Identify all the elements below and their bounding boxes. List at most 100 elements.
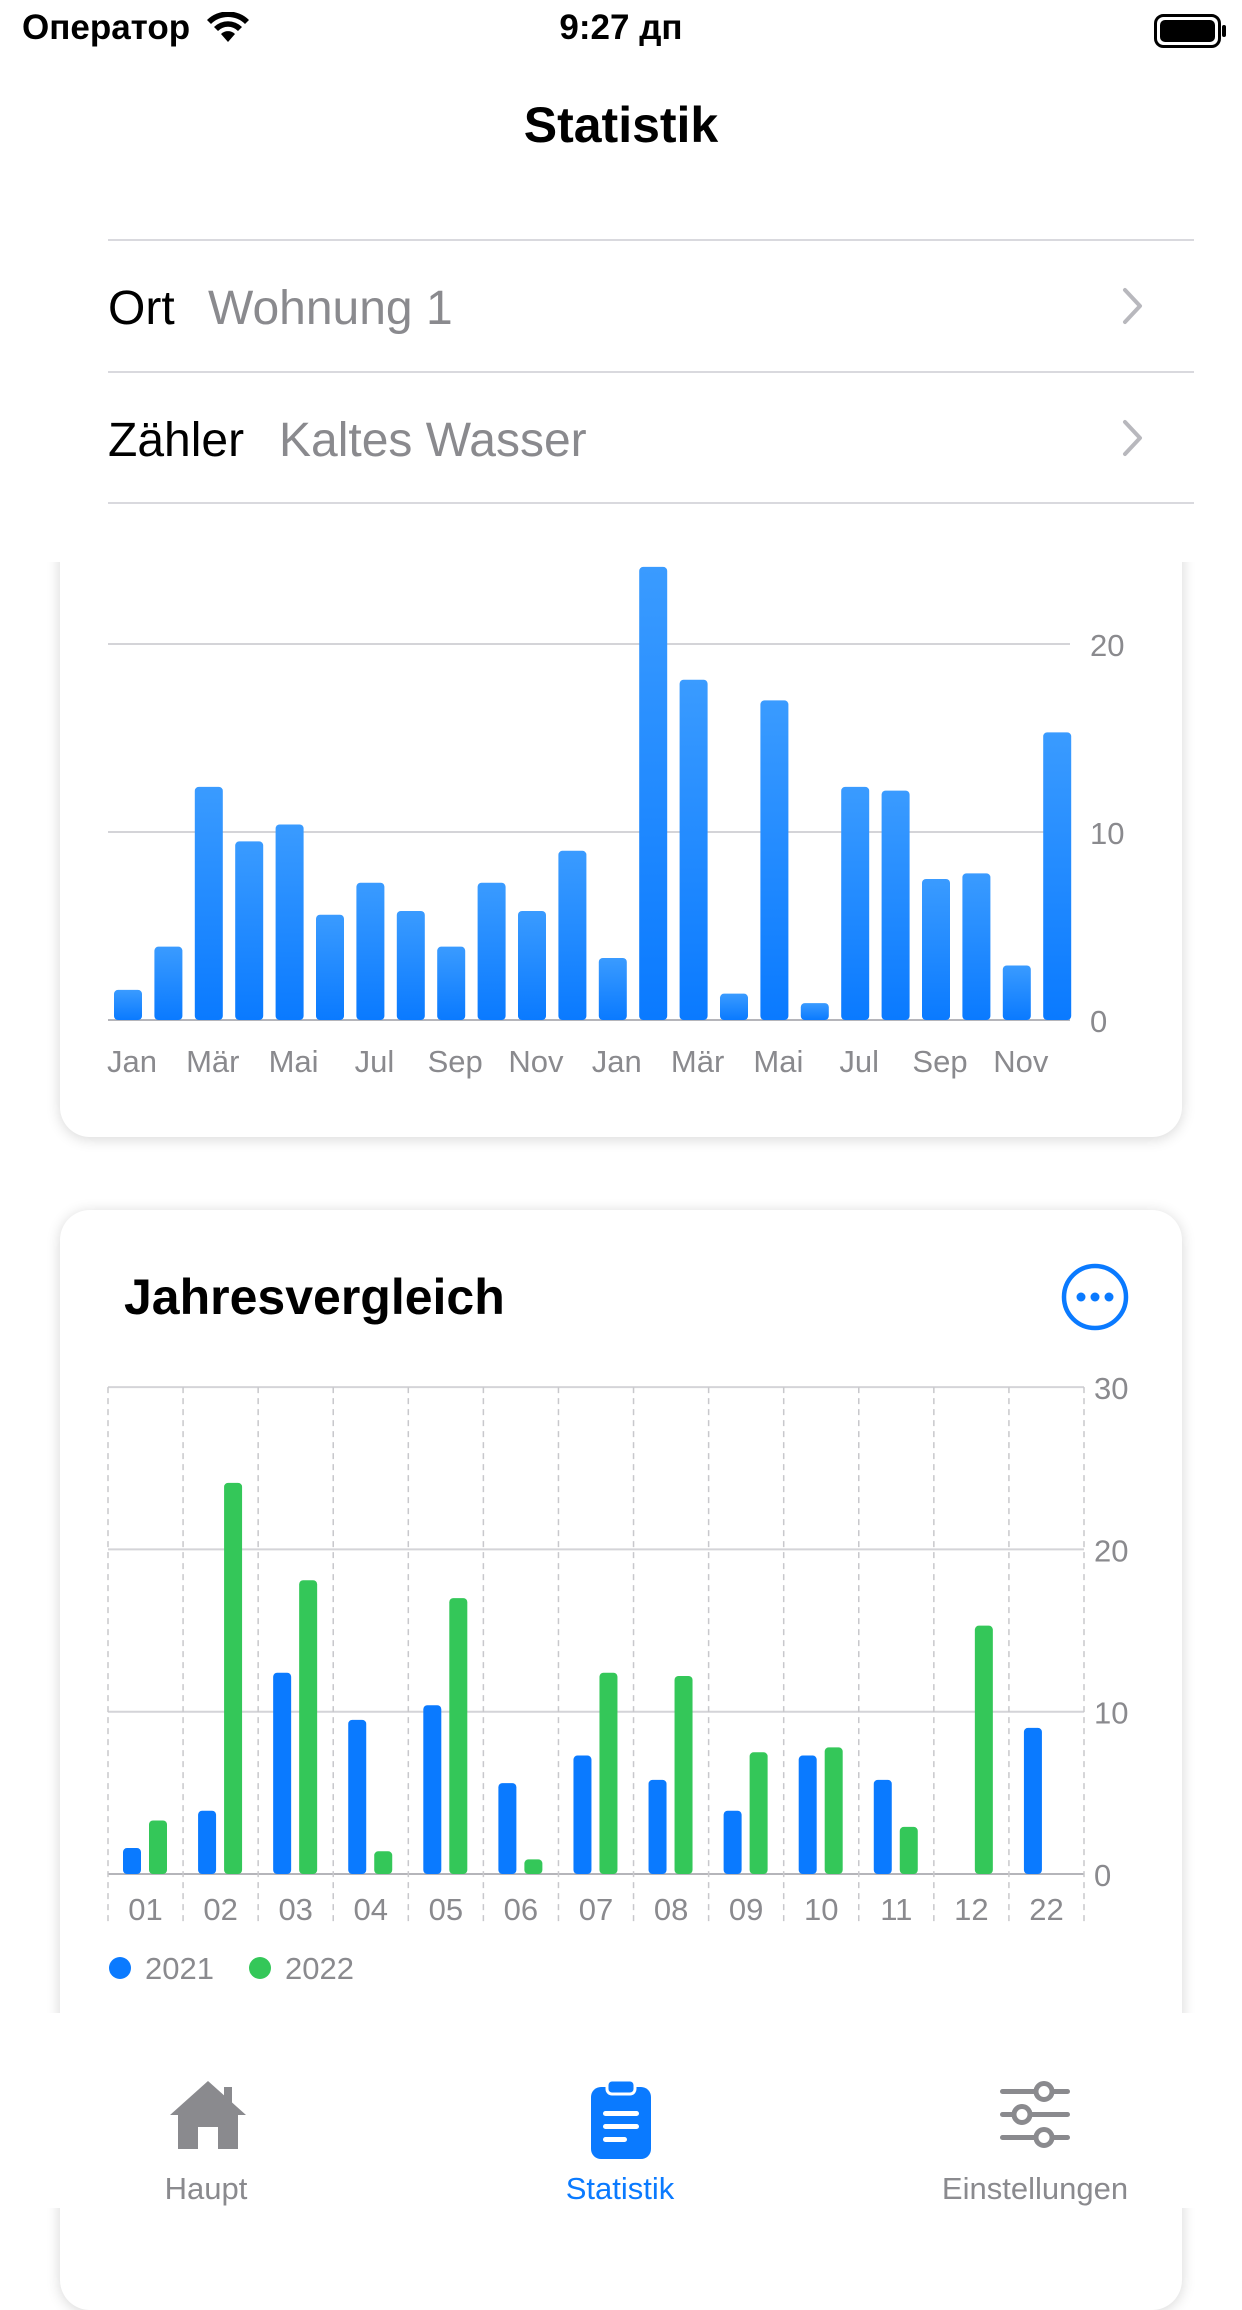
bar [841, 786, 870, 1020]
legend-dot [109, 1957, 131, 1979]
x-tick-label: 08 [654, 1892, 688, 1927]
location-label: Ort [108, 282, 175, 335]
divider [108, 371, 1194, 373]
bar [679, 679, 708, 1020]
divider [108, 239, 1194, 241]
meter-value: Kaltes Wasser [279, 414, 587, 467]
y-tick-label: 0 [1094, 1858, 1111, 1893]
bar-2022 [524, 1859, 543, 1874]
y-tick-label: 20 [1090, 628, 1124, 663]
bar-2022 [824, 1747, 843, 1874]
x-tick-label: 02 [203, 1892, 237, 1927]
x-tick-label: Nov [508, 1044, 564, 1079]
x-tick-label: Sep [912, 1044, 967, 1079]
legend-dot [249, 1957, 271, 1979]
x-tick-label: 22 [1029, 1892, 1063, 1927]
location-row[interactable]: Ort Wohnung 1 [108, 241, 1194, 371]
y-tick-label: 0 [1090, 1004, 1107, 1039]
x-tick-label: 04 [354, 1892, 388, 1927]
bar-2022 [224, 1482, 243, 1874]
bar-2021 [798, 1755, 817, 1874]
monthly-chart: 0 10 20 Jan Mär Mai Jul Sep Nov Jan Mär Mai Jul Sep No… [107, 566, 1124, 1079]
bar-2022 [899, 1826, 918, 1874]
chevron-right-icon [1123, 420, 1142, 456]
bar [962, 873, 991, 1020]
y-tick-label: 10 [1094, 1696, 1128, 1731]
bar-2021 [198, 1810, 217, 1874]
bar-2021 [348, 1719, 367, 1874]
x-tick-label: 01 [128, 1892, 162, 1927]
more-options-icon[interactable] [1060, 1262, 1130, 1332]
bar [558, 850, 587, 1020]
bar [1002, 965, 1031, 1020]
bar-2021 [573, 1755, 592, 1874]
y-tick-label: 10 [1090, 816, 1124, 851]
bar [1043, 732, 1072, 1020]
legend-label: 2021 [145, 1951, 214, 1986]
tab-bar: Haupt Statistik Einstellungen [0, 2013, 1242, 2208]
page-title: Statistik [523, 97, 719, 153]
x-tick-label: Jul [839, 1044, 879, 1079]
meter-label: Zähler [108, 414, 245, 467]
bar-2021 [498, 1783, 517, 1874]
x-tick-label: Mai [269, 1044, 319, 1079]
tab-einstellungen[interactable]: Einstellungen [885, 2013, 1185, 2208]
bar-2021 [423, 1705, 442, 1874]
x-tick-label: 10 [804, 1892, 838, 1927]
location-value: Wohnung 1 [208, 282, 453, 335]
bar [760, 700, 789, 1020]
x-tick-label: Nov [993, 1044, 1049, 1079]
bar-2022 [599, 1672, 618, 1874]
bar [598, 957, 627, 1020]
bar-2021 [723, 1810, 742, 1874]
meter-row[interactable]: Zähler Kaltes Wasser [108, 373, 1194, 503]
bar-2021 [648, 1779, 667, 1874]
bar [356, 882, 385, 1020]
bar-2022 [974, 1625, 993, 1874]
bar [477, 882, 506, 1020]
x-tick-label: 06 [504, 1892, 538, 1927]
bar [154, 946, 183, 1020]
x-tick-label: Mai [753, 1044, 803, 1079]
x-tick-label: 11 [880, 1892, 912, 1927]
bar-2021 [123, 1848, 141, 1874]
year-comparison-chart: 0 10 20 30 01 02 03 04 05 06 07 08 09 10 11 12 22 2021 202… [107, 1371, 1128, 1986]
bar-2021 [873, 1779, 892, 1874]
bar [518, 910, 546, 1020]
x-tick-label: 05 [429, 1892, 463, 1927]
tab-label: Einstellungen [941, 2171, 1129, 2206]
y-tick-label: 30 [1094, 1371, 1128, 1406]
header-area [0, 0, 1242, 562]
tab-label: Statistik [565, 2171, 675, 2206]
x-tick-label: Jan [107, 1044, 157, 1079]
x-tick-label: 07 [579, 1892, 613, 1927]
house-icon [170, 2081, 246, 2149]
status-time-label: 9:27 дп [559, 8, 683, 47]
status-carrier-label: Оператор [22, 8, 191, 47]
bar [114, 989, 142, 1020]
bar-2022 [674, 1675, 693, 1874]
bar-2021 [1023, 1727, 1042, 1874]
x-tick-label: 12 [954, 1892, 988, 1927]
x-tick-label: Mär [671, 1044, 724, 1079]
bar [235, 841, 264, 1020]
bar [720, 993, 748, 1020]
x-tick-label: 03 [278, 1892, 312, 1927]
tab-label: Haupt [164, 2171, 248, 2206]
bar [639, 566, 668, 1020]
bar [800, 1003, 829, 1020]
bar [194, 786, 223, 1020]
bar-2021 [273, 1672, 292, 1874]
x-tick-label: Sep [428, 1044, 483, 1079]
bar [922, 879, 950, 1020]
wifi-icon [207, 12, 249, 42]
bar [881, 790, 910, 1020]
bar-2022 [149, 1820, 167, 1874]
bar [316, 914, 344, 1020]
tab-haupt[interactable]: Haupt [56, 2013, 356, 2208]
divider [108, 502, 1194, 504]
bar [437, 946, 466, 1020]
chevron-right-icon [1123, 288, 1142, 324]
bar-2022 [449, 1598, 468, 1874]
tab-statistik[interactable]: Statistik [470, 2013, 770, 2208]
